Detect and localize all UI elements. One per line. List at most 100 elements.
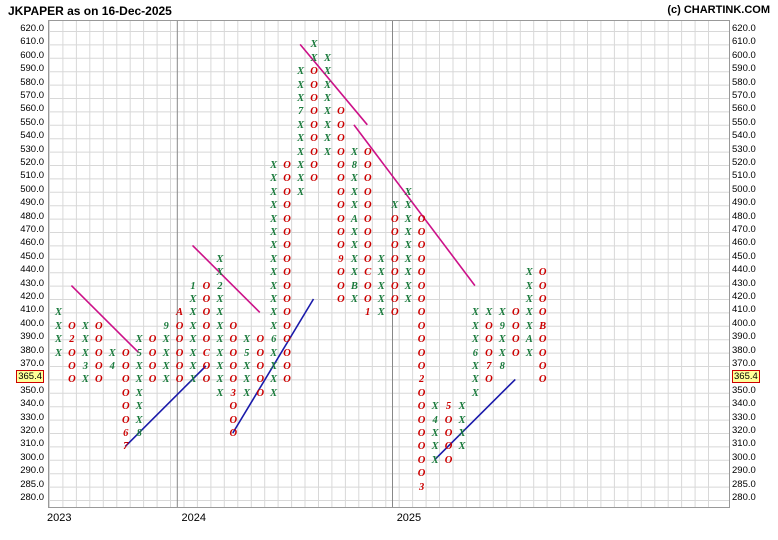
y-axis-label: 550.0: [732, 116, 756, 128]
pnf-cell: X: [350, 186, 358, 198]
y-axis-label: 430.0: [20, 277, 44, 289]
pnf-cell: O: [364, 160, 372, 171]
pnf-cell: O: [202, 374, 211, 386]
pnf-cell: 5: [244, 347, 250, 359]
pnf-cell: X: [404, 280, 412, 292]
pnf-cell: X: [270, 160, 278, 171]
pnf-cell: O: [337, 280, 345, 292]
pnf-cell: O: [68, 347, 76, 359]
y-axis-label: 410.0: [732, 304, 756, 316]
pnf-cell: O: [337, 240, 345, 252]
pnf-cell: X: [162, 347, 170, 359]
pnf-cell: X: [135, 374, 143, 386]
x-axis-label: 2025: [396, 512, 422, 524]
pnf-cell: O: [68, 374, 76, 386]
pnf-cell: X: [189, 320, 197, 332]
pnf-cell: X: [243, 374, 251, 386]
pnf-cell: O: [485, 334, 493, 346]
y-axis-label: 560.0: [732, 103, 756, 115]
pnf-cell: O: [202, 307, 211, 319]
pnf-cell: O: [337, 227, 345, 238]
pnf-cell: O: [444, 428, 453, 439]
pnf-cell: 4: [109, 361, 115, 372]
pnf-cell: O: [122, 374, 130, 386]
pnf-cell: O: [417, 240, 426, 252]
pnf-cell: O: [391, 280, 399, 292]
pnf-cell: O: [538, 347, 547, 359]
pnf-cell: X: [189, 374, 197, 386]
pnf-cell: X: [297, 133, 305, 145]
y-axis-label: 460.0: [732, 237, 756, 249]
pnf-cell: O: [364, 200, 372, 212]
pnf-cell: X: [216, 267, 224, 279]
pnf-cell: X: [297, 160, 305, 171]
y-axis-label: 410.0: [20, 304, 44, 316]
pnf-cell: O: [364, 294, 372, 305]
pnf-cell: X: [135, 387, 143, 399]
y-axis-label: 540.0: [20, 130, 44, 142]
pnf-cell: O: [283, 227, 291, 238]
pnf-cell: O: [417, 454, 426, 466]
y-axis-label: 370.0: [20, 358, 44, 369]
pnf-cell: O: [283, 307, 291, 319]
pnf-cell: O: [202, 280, 211, 292]
pnf-cell: X: [216, 320, 224, 332]
pnf-cell: X: [431, 401, 439, 413]
y-axis-label: 285.0: [732, 478, 756, 490]
y-axis-label: 550.0: [20, 116, 44, 128]
pnf-cell: O: [283, 240, 291, 252]
y-axis-label: 380.0: [20, 344, 44, 356]
pnf-cell: X: [458, 428, 466, 439]
y-axis-label: 610.0: [732, 36, 756, 48]
pnf-cell: X: [458, 401, 466, 413]
pnf-cell: O: [538, 294, 547, 305]
pnf-cell: X: [270, 387, 278, 399]
y-axis-label: 440.0: [732, 264, 756, 276]
pnf-cell: 6: [472, 347, 479, 359]
pnf-cell: 1: [190, 280, 196, 292]
pnf-cell: O: [417, 441, 426, 453]
y-axis-label: 580.0: [732, 76, 756, 88]
pnf-cell: X: [297, 146, 305, 158]
pnf-cell: 5: [136, 347, 142, 359]
pnf-cell: O: [122, 387, 130, 399]
pnf-cell: X: [471, 361, 479, 372]
pnf-cell: O: [417, 334, 426, 346]
pnf-cell: X: [270, 173, 278, 185]
y-axis-label: 500.0: [732, 183, 756, 195]
pnf-cell: 9: [163, 320, 169, 332]
pnf-cell: O: [417, 294, 426, 305]
pnf-cell: 7: [297, 106, 304, 118]
pnf-cell: X: [350, 294, 358, 305]
pnf-cell: O: [417, 347, 426, 359]
pnf-cell: O: [417, 414, 426, 426]
pnf-cell: O: [122, 347, 130, 359]
pnf-cell: X: [162, 361, 170, 372]
pnf-cell: X: [377, 294, 385, 305]
pnf-cell: B: [350, 280, 358, 292]
pnf-cell: X: [54, 334, 62, 346]
pnf-cell: X: [135, 401, 143, 413]
pnf-cell: X: [525, 267, 533, 279]
pnf-cell: O: [283, 280, 291, 292]
pnf-cell: X: [81, 320, 89, 332]
y-axis-label: 370.0: [732, 358, 756, 369]
pnf-cell: 2: [418, 374, 425, 386]
pnf-cell: X: [216, 361, 224, 372]
y-axis-label: 490.0: [732, 197, 756, 209]
pnf-cell: X: [431, 454, 439, 466]
pnf-cell: O: [337, 267, 345, 279]
y-axis-label: 330.0: [20, 411, 44, 423]
pnf-cell: O: [202, 294, 211, 305]
pnf-cell: O: [391, 213, 399, 225]
pnf-cell: O: [229, 428, 238, 439]
pnf-cell: X: [270, 186, 278, 198]
pnf-cell: O: [391, 294, 399, 305]
pnf-cell: O: [148, 361, 157, 372]
pnf-cell: X: [323, 106, 331, 118]
pnf-cell: O: [229, 414, 238, 426]
pnf-cell: 6: [123, 428, 129, 439]
pnf-cell: O: [283, 213, 291, 225]
pnf-cell: X: [270, 200, 278, 212]
